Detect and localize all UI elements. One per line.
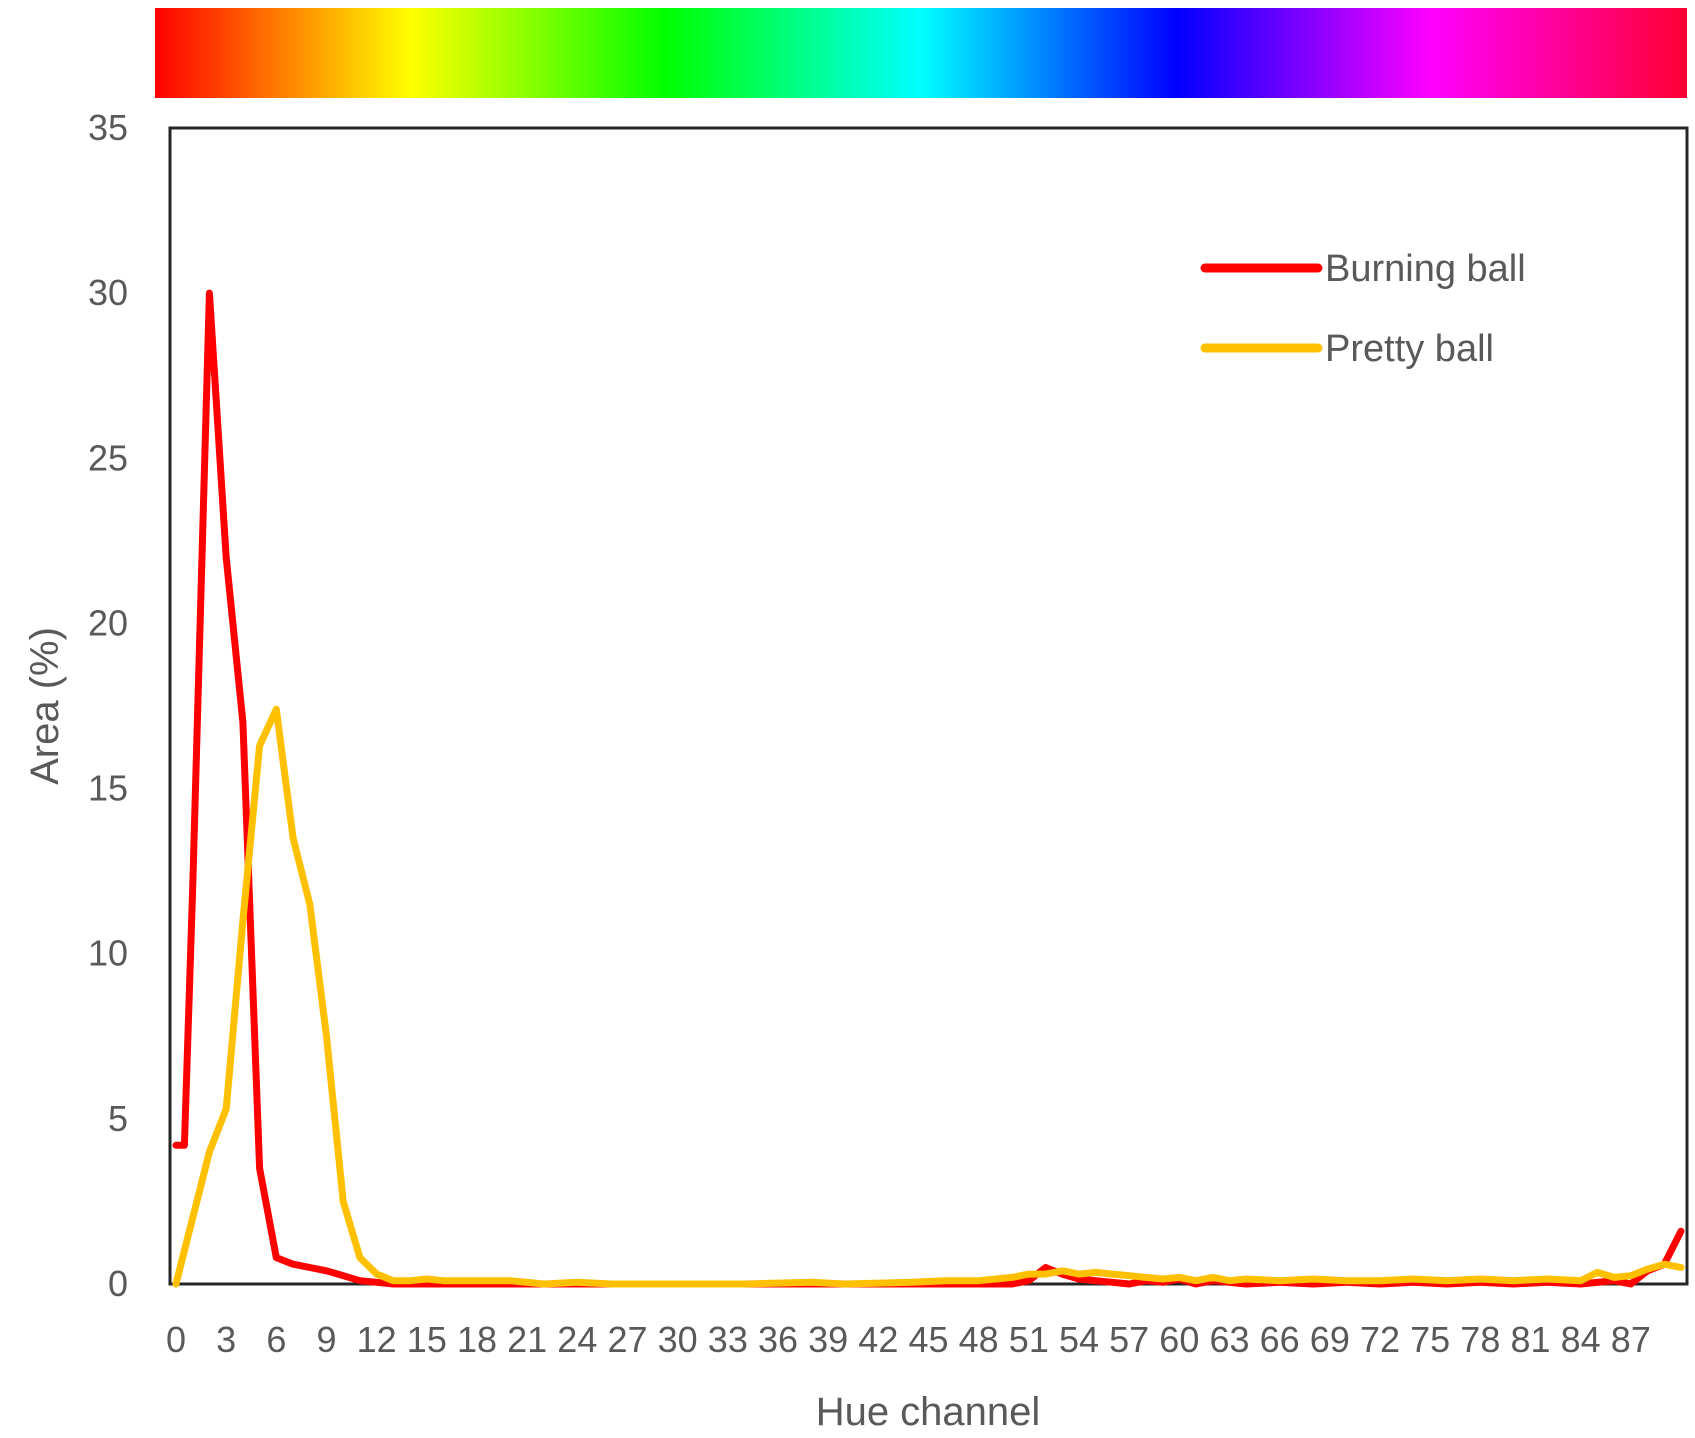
x-tick-label: 84 [1561,1319,1601,1360]
y-axis-ticks: 0 5 10 15 20 25 30 35 [88,107,128,1304]
x-tick-label: 0 [166,1319,186,1360]
y-tick-label: 25 [88,437,128,478]
plot-area-frame [168,126,1689,1286]
x-axis-title: Hue channel [816,1390,1041,1434]
y-axis-title: Area (%) [23,627,67,785]
legend-label: Burning ball [1325,248,1526,290]
x-axis-ticks: 0 3 6 9 12 15 18 21 24 27 30 33 36 39 42 45 48 51 54 57 60 63… [166,1319,1651,1360]
y-tick-label: 30 [88,272,128,313]
x-tick-label: 15 [407,1319,447,1360]
x-tick-label: 69 [1310,1319,1350,1360]
x-tick-label: 87 [1611,1319,1651,1360]
y-tick-label: 35 [88,107,128,148]
y-tick-label: 0 [108,1263,128,1304]
series-line-1 [172,289,1685,1288]
x-tick-label: 12 [357,1319,397,1360]
x-tick-label: 51 [1009,1319,1049,1360]
x-tick-label: 9 [316,1319,336,1360]
x-tick-label: 42 [858,1319,898,1360]
x-tick-label: 66 [1260,1319,1300,1360]
x-tick-label: 45 [908,1319,948,1360]
x-tick-label: 24 [557,1319,597,1360]
x-tick-label: 36 [758,1319,798,1360]
x-tick-label: 33 [708,1319,748,1360]
x-tick-label: 21 [507,1319,547,1360]
x-tick-label: 54 [1059,1319,1099,1360]
x-tick-label: 81 [1510,1319,1550,1360]
legend: Burning ball Pretty ball [1200,248,1526,370]
series-line-2 [172,705,1685,1288]
y-tick-label: 15 [88,768,128,809]
x-tick-label: 3 [216,1319,236,1360]
y-tick-label: 10 [88,933,128,974]
hue-color-bar [155,8,1687,98]
legend-label: Pretty ball [1325,328,1494,370]
y-tick-label: 20 [88,602,128,643]
x-tick-label: 18 [457,1319,497,1360]
x-tick-label: 6 [266,1319,286,1360]
x-tick-label: 78 [1460,1319,1500,1360]
series-lines [172,289,1685,1288]
x-tick-label: 30 [658,1319,698,1360]
y-tick-label: 5 [108,1098,128,1139]
x-tick-label: 27 [607,1319,647,1360]
x-tick-label: 63 [1209,1319,1249,1360]
x-tick-label: 39 [808,1319,848,1360]
x-tick-label: 60 [1159,1319,1199,1360]
x-tick-label: 72 [1360,1319,1400,1360]
x-tick-label: 48 [959,1319,999,1360]
x-tick-label: 57 [1109,1319,1149,1360]
x-tick-label: 75 [1410,1319,1450,1360]
